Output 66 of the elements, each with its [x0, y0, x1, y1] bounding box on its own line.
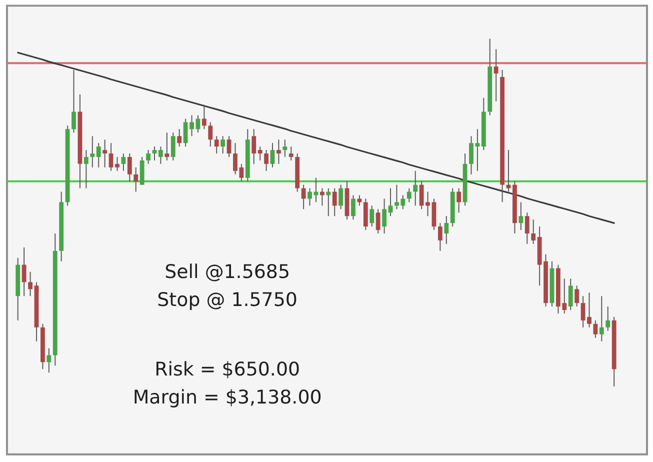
candlestick	[593, 320, 598, 338]
candlestick	[90, 136, 95, 168]
candlestick	[376, 208, 380, 234]
candlestick	[308, 188, 312, 206]
candlestick	[382, 198, 386, 234]
candlestick	[456, 188, 462, 214]
candlestick	[444, 216, 449, 244]
candlestick	[146, 150, 150, 164]
candlestick	[301, 184, 306, 210]
annotation: Margin = $3,138.00	[132, 386, 322, 408]
candlestick	[406, 188, 412, 203]
candlestick	[121, 152, 126, 172]
candlestick	[226, 136, 232, 158]
candlestick	[214, 136, 219, 154]
candlestick	[506, 150, 511, 192]
candlestick	[288, 146, 294, 161]
candlestick	[22, 246, 26, 297]
candlestick	[72, 70, 76, 134]
candlestick	[170, 132, 176, 161]
candlestick	[314, 177, 318, 203]
candlestick	[252, 128, 256, 164]
candlestick	[580, 296, 586, 328]
candlestick	[258, 146, 262, 161]
candlestick	[115, 156, 120, 172]
candlestick	[282, 139, 288, 158]
candlestick	[102, 139, 108, 168]
candlestick	[84, 150, 88, 189]
candlestick	[370, 205, 374, 228]
candlestick	[531, 219, 536, 244]
candlestick	[152, 146, 157, 161]
candlestick	[270, 142, 275, 168]
candlestick	[332, 188, 337, 217]
candlestick	[164, 132, 170, 161]
candlestick	[134, 166, 138, 192]
candlestick	[326, 188, 331, 217]
candlestick	[338, 184, 344, 210]
candlestick	[351, 194, 356, 220]
candlestick	[388, 188, 393, 217]
candlestick	[28, 271, 32, 297]
candlestick	[276, 139, 281, 164]
candlestick	[568, 278, 573, 310]
candlestick	[320, 188, 324, 206]
candlestick	[202, 104, 206, 130]
candlestick	[606, 306, 610, 332]
candlestick	[96, 142, 101, 168]
candlestick	[208, 122, 213, 148]
candlestick	[599, 296, 604, 342]
annotation: Risk = $650.00	[154, 358, 300, 381]
candlestick	[574, 285, 580, 308]
candlestick	[220, 136, 226, 154]
candlestick	[127, 152, 132, 182]
candlestick	[264, 150, 268, 172]
candlestick	[357, 194, 362, 206]
candlestick	[46, 348, 52, 374]
annotation: Stop @ 1.5750	[157, 288, 298, 311]
candlestick	[494, 48, 498, 102]
candlestick	[196, 114, 200, 134]
candlestick	[518, 202, 524, 231]
candlestick	[524, 212, 530, 244]
candlestick	[177, 128, 182, 148]
candlestick	[108, 142, 114, 172]
candlestick	[438, 222, 442, 252]
candlestick	[587, 292, 592, 328]
annotation: Sell @1.5685	[164, 260, 290, 283]
candlestick	[413, 170, 418, 206]
candlestick	[158, 146, 163, 164]
